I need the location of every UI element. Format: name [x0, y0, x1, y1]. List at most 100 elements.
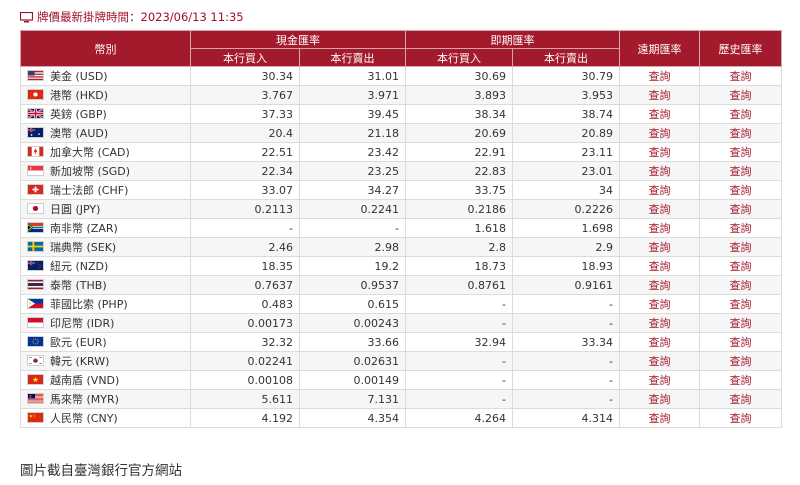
currency-name: 日圓 (JPY) [50, 203, 101, 216]
rate-row: 日圓 (JPY) 0.2113 0.2241 0.2186 0.2226 查詢 查詢 [20, 199, 782, 219]
history-rate-query-link-sek[interactable]: 查詢 [699, 237, 782, 257]
history-rate-query-link-nzd[interactable]: 查詢 [699, 256, 782, 276]
spot-buy-cell: 32.94 [405, 332, 513, 352]
rate-row: 美金 (USD) 30.34 31.01 30.69 30.79 查詢 查詢 [20, 66, 782, 86]
header-spot-buy: 本行買入 [405, 48, 513, 67]
history-rate-query-link-zar[interactable]: 查詢 [699, 218, 782, 238]
forward-rate-query-link-php[interactable]: 查詢 [619, 294, 700, 314]
spot-buy-cell: 33.75 [405, 180, 513, 200]
spot-sell-cell: - [512, 294, 620, 314]
history-rate-query-link-idr[interactable]: 查詢 [699, 313, 782, 333]
rate-row: 馬來幣 (MYR) 5.611 7.131- - 查詢 查詢 [20, 389, 782, 409]
forward-rate-query-link-sgd[interactable]: 查詢 [619, 161, 700, 181]
spot-buy-cell: 1.618 [405, 218, 513, 238]
currency-cell: 印尼幣 (IDR) [20, 313, 191, 333]
spot-buy-cell: 20.69 [405, 123, 513, 143]
history-rate-query-link-jpy[interactable]: 查詢 [699, 199, 782, 219]
forward-rate-query-link-aud[interactable]: 查詢 [619, 123, 700, 143]
cash-sell-cell: 23.25 [299, 161, 406, 181]
currency-cell: 瑞典幣 (SEK) [20, 237, 191, 257]
cash-buy-cell: 20.4 [190, 123, 300, 143]
currency-cell: 菲國比索 (PHP) [20, 294, 191, 314]
history-rate-query-link-usd[interactable]: 查詢 [699, 66, 782, 86]
currency-name: 港幣 (HKD) [50, 89, 109, 102]
my-flag-icon [27, 393, 44, 404]
forward-rate-query-link-thb[interactable]: 查詢 [619, 275, 700, 295]
history-rate-query-link-chf[interactable]: 查詢 [699, 180, 782, 200]
spot-sell-cell: 34 [512, 180, 620, 200]
us-flag-icon [27, 70, 44, 81]
history-rate-query-link-sgd[interactable]: 查詢 [699, 161, 782, 181]
rate-row: 英鎊 (GBP) 37.33 39.45 38.34 38.74 查詢 查詢 [20, 104, 782, 124]
header-cash-rate: 現金匯率 [190, 30, 406, 49]
cash-sell-cell: 7.131 [299, 389, 406, 409]
cash-buy-cell: 2.46 [190, 237, 300, 257]
cash-buy-cell: 0.2113 [190, 199, 300, 219]
header-spot-sell: 本行賣出 [512, 48, 620, 67]
forward-rate-query-link-cny[interactable]: 查詢 [619, 408, 700, 428]
kr-flag-icon [27, 355, 44, 366]
spot-sell-cell: 0.9161 [512, 275, 620, 295]
exchange-rate-table: 幣別 現金匯率 即期匯率 遠期匯率 歷史匯率 本行買入 本行賣出 本行買入 本行… [20, 30, 782, 428]
cash-sell-cell: 21.18 [299, 123, 406, 143]
currency-name: 韓元 (KRW) [50, 355, 110, 368]
forward-rate-query-link-gbp[interactable]: 查詢 [619, 104, 700, 124]
forward-rate-query-link-vnd[interactable]: 查詢 [619, 370, 700, 390]
forward-rate-query-link-nzd[interactable]: 查詢 [619, 256, 700, 276]
history-rate-query-link-gbp[interactable]: 查詢 [699, 104, 782, 124]
history-rate-query-link-hkd[interactable]: 查詢 [699, 85, 782, 105]
forward-rate-query-link-cad[interactable]: 查詢 [619, 142, 700, 162]
currency-name: 美金 (USD) [50, 70, 108, 83]
forward-rate-query-link-myr[interactable]: 查詢 [619, 389, 700, 409]
forward-rate-query-link-krw[interactable]: 查詢 [619, 351, 700, 371]
currency-name: 馬來幣 (MYR) [50, 393, 119, 406]
history-rate-query-link-aud[interactable]: 查詢 [699, 123, 782, 143]
cash-buy-cell: 0.483 [190, 294, 300, 314]
cash-buy-cell: 5.611 [190, 389, 300, 409]
cash-buy-cell: 18.35 [190, 256, 300, 276]
cash-buy-cell: - [190, 218, 300, 238]
history-rate-query-link-krw[interactable]: 查詢 [699, 351, 782, 371]
spot-sell-cell: 4.314 [512, 408, 620, 428]
forward-rate-query-link-hkd[interactable]: 查詢 [619, 85, 700, 105]
spot-buy-cell: 4.264 [405, 408, 513, 428]
cash-buy-cell: 0.00173 [190, 313, 300, 333]
eu-flag-icon [27, 336, 44, 347]
history-rate-query-link-php[interactable]: 查詢 [699, 294, 782, 314]
history-rate-query-link-cad[interactable]: 查詢 [699, 142, 782, 162]
header-currency: 幣別 [20, 30, 191, 67]
forward-rate-query-link-usd[interactable]: 查詢 [619, 66, 700, 86]
rate-row: 韓元 (KRW) 0.02241 0.02631- - 查詢 查詢 [20, 351, 782, 371]
spot-sell-cell: - [512, 351, 620, 371]
rate-row: 瑞典幣 (SEK) 2.46 2.98 2.8 2.9 查詢 查詢 [20, 237, 782, 257]
cash-sell-cell: 33.66 [299, 332, 406, 352]
history-rate-query-link-vnd[interactable]: 查詢 [699, 370, 782, 390]
forward-rate-query-link-zar[interactable]: 查詢 [619, 218, 700, 238]
currency-cell: 瑞士法郎 (CHF) [20, 180, 191, 200]
history-rate-query-link-eur[interactable]: 查詢 [699, 332, 782, 352]
vn-flag-icon [27, 374, 44, 385]
forward-rate-query-link-idr[interactable]: 查詢 [619, 313, 700, 333]
forward-rate-query-link-eur[interactable]: 查詢 [619, 332, 700, 352]
forward-rate-query-link-jpy[interactable]: 查詢 [619, 199, 700, 219]
history-rate-query-link-cny[interactable]: 查詢 [699, 408, 782, 428]
history-rate-query-link-myr[interactable]: 查詢 [699, 389, 782, 409]
spot-buy-cell: 38.34 [405, 104, 513, 124]
currency-cell: 人民幣 (CNY) [20, 408, 191, 428]
spot-sell-cell: 20.89 [512, 123, 620, 143]
cash-sell-cell: 0.02631 [299, 351, 406, 371]
spot-sell-cell: - [512, 389, 620, 409]
header-cash-buy: 本行買入 [190, 48, 300, 67]
spot-sell-cell: 33.34 [512, 332, 620, 352]
history-rate-query-link-thb[interactable]: 查詢 [699, 275, 782, 295]
spot-sell-cell: 1.698 [512, 218, 620, 238]
spot-sell-cell: - [512, 313, 620, 333]
spot-sell-cell: 23.01 [512, 161, 620, 181]
cash-sell-cell: - [299, 218, 406, 238]
forward-rate-query-link-chf[interactable]: 查詢 [619, 180, 700, 200]
forward-rate-query-link-sek[interactable]: 查詢 [619, 237, 700, 257]
gb-flag-icon [27, 108, 44, 119]
cash-sell-cell: 23.42 [299, 142, 406, 162]
rate-row: 港幣 (HKD) 3.767 3.971 3.893 3.953 查詢 查詢 [20, 85, 782, 105]
currency-name: 紐元 (NZD) [50, 260, 109, 273]
